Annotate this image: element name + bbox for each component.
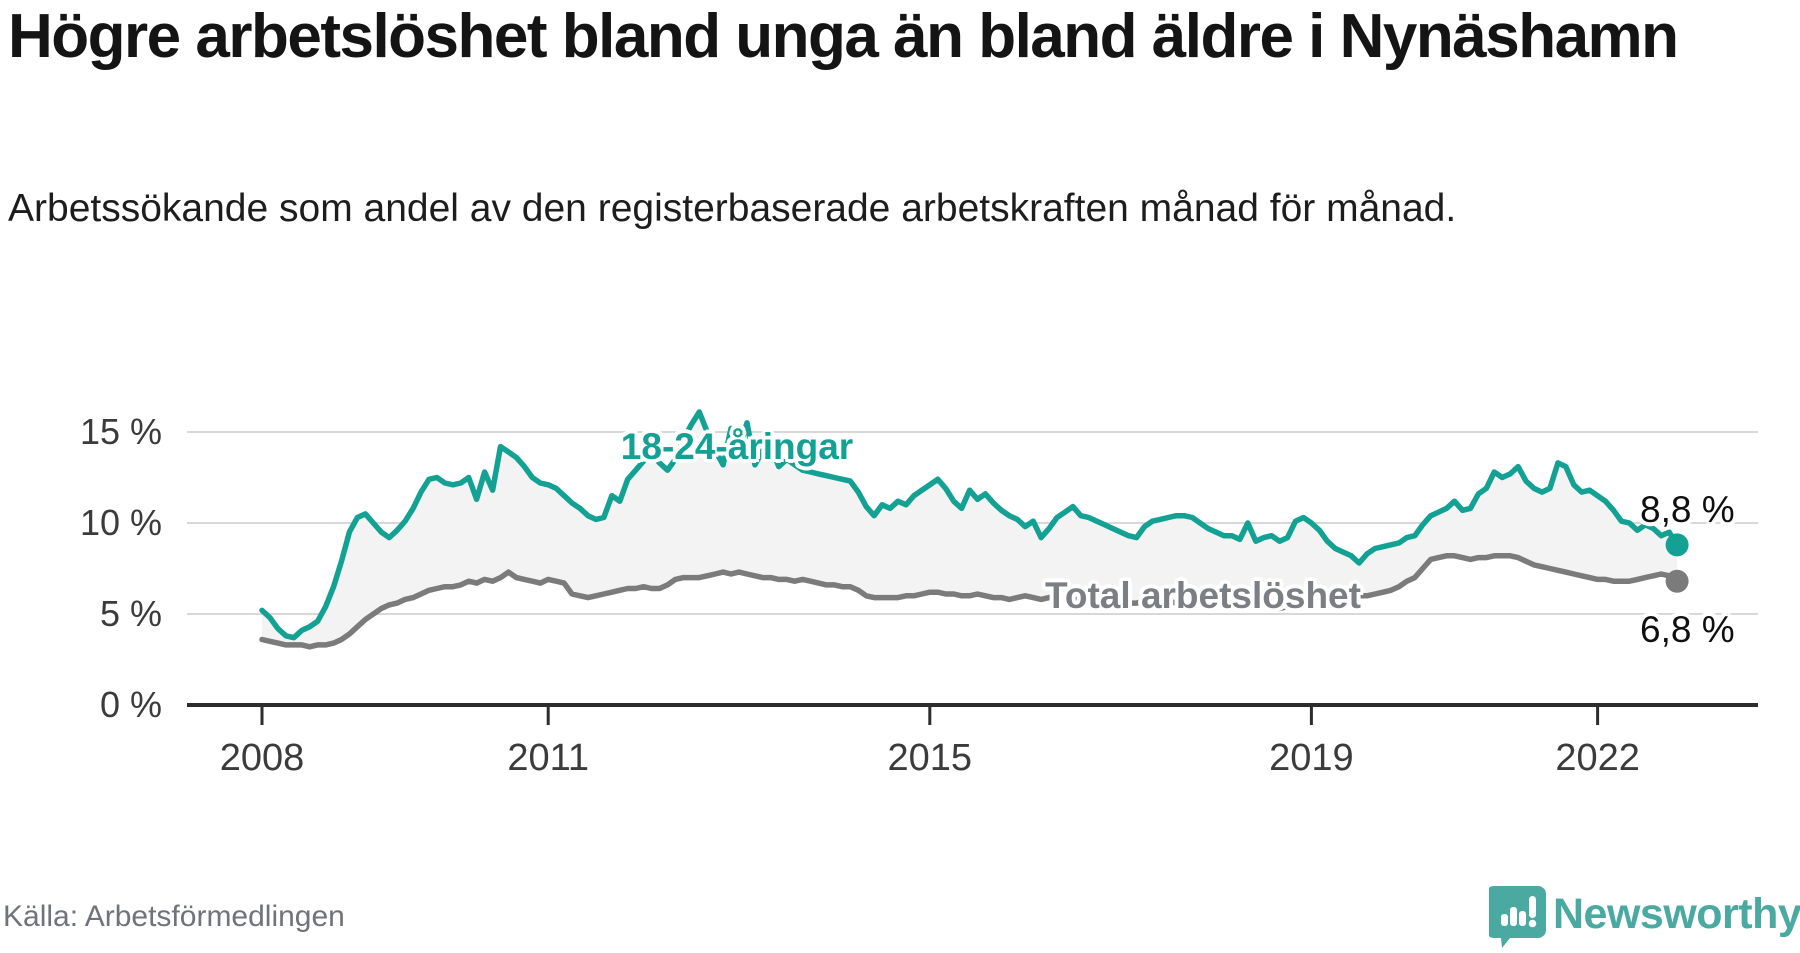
page-subtitle: Arbetssökande som andel av den registerb…: [8, 187, 1457, 230]
source-attribution: Källa: Arbetsförmedlingen: [3, 900, 345, 933]
y-tick-label-0: 0 %: [99, 684, 162, 725]
series-label-youth: 18-24-åringar: [620, 426, 854, 467]
newsworthy-wordmark: Newsworthy: [1553, 890, 1800, 938]
end-value-label-youth: 8,8 %: [1640, 489, 1735, 530]
x-tick-label-2011: 2011: [507, 737, 590, 779]
end-dot-total: [1665, 569, 1689, 593]
end-dot-youth: [1665, 533, 1689, 557]
x-tick-label-2022: 2022: [1555, 737, 1640, 779]
x-tick-label-2008: 2008: [219, 737, 305, 779]
line-youth-18-24: [259, 409, 1680, 641]
logo-speech-bubble: [1486, 886, 1546, 948]
page-title: Högre arbetslöshet bland unga än bland ä…: [8, 2, 1679, 71]
series-label-total: Total arbetslöshet: [1045, 575, 1361, 616]
y-tick-label-5: 5 %: [99, 593, 162, 634]
between-series-area: [262, 412, 1678, 647]
newsworthy-logo-icon: [1486, 886, 1546, 948]
line-total-unemployment: [259, 553, 1680, 650]
x-tick-label-2015: 2015: [887, 737, 973, 779]
newsworthy-branding: Newsworthy: [1486, 884, 1800, 948]
y-tick-label-10: 10 %: [79, 502, 162, 543]
end-value-label-total: 6,8 %: [1640, 609, 1735, 650]
y-tick-label-15: 15 %: [79, 411, 162, 452]
x-tick-label-2019: 2019: [1269, 737, 1354, 779]
